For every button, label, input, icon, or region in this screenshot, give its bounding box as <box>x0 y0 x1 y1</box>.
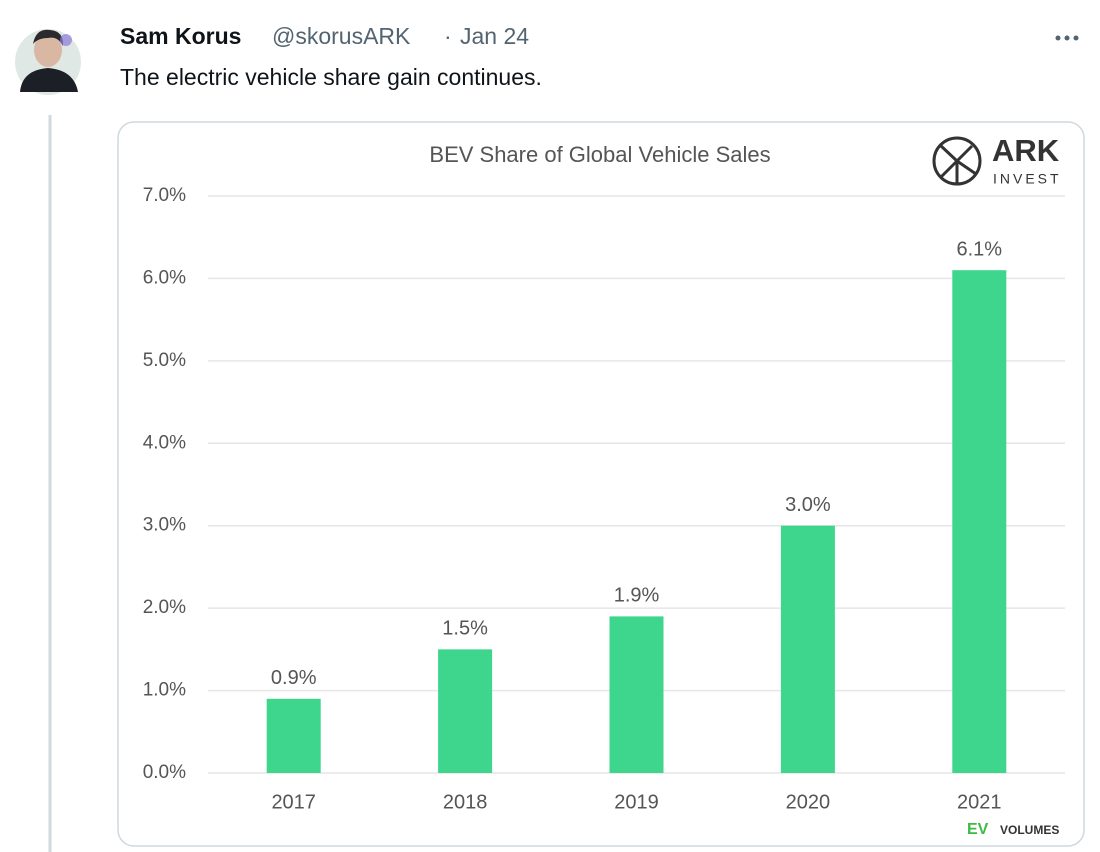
logo-subtext: INVEST <box>993 171 1062 187</box>
y-tick-label: 6.0% <box>143 267 186 288</box>
data-label: 6.1% <box>957 238 1003 260</box>
bar <box>609 616 664 773</box>
data-label: 0.9% <box>271 667 317 689</box>
source-logo: EV <box>967 821 989 838</box>
data-label: 1.5% <box>442 618 488 640</box>
source-logo: VOLUMES <box>1000 823 1059 837</box>
tweet-date[interactable]: Jan 24 <box>460 23 529 49</box>
y-tick-label: 2.0% <box>143 597 186 618</box>
y-tick-label: 3.0% <box>143 515 186 536</box>
logo-text: ARK <box>992 133 1060 168</box>
data-label: 1.9% <box>614 585 660 607</box>
tweet-text: The electric vehicle share gain continue… <box>120 64 542 90</box>
x-tick-label: 2018 <box>443 791 488 813</box>
data-label: 3.0% <box>785 494 831 516</box>
ark-logo <box>932 136 982 186</box>
more-menu[interactable] <box>1055 35 1079 41</box>
x-tick-label: 2019 <box>614 791 659 813</box>
avatar[interactable] <box>15 29 81 95</box>
x-tick-label: 2020 <box>786 791 831 813</box>
bar <box>438 649 493 773</box>
y-tick-label: 4.0% <box>143 432 186 453</box>
x-tick-label: 2021 <box>957 791 1002 813</box>
x-tick-label: 2017 <box>271 791 316 813</box>
y-tick-label: 5.0% <box>143 350 186 371</box>
separator: · <box>444 23 452 49</box>
media-card[interactable] <box>117 121 1085 847</box>
bar <box>266 698 321 773</box>
bar <box>952 270 1007 773</box>
bar <box>780 525 835 773</box>
chart-title: BEV Share of Global Vehicle Sales <box>429 142 770 167</box>
author-name[interactable]: Sam Korus <box>120 23 241 49</box>
author-handle[interactable]: @skorusARK <box>272 23 411 49</box>
y-tick-label: 0.0% <box>143 762 186 783</box>
y-tick-label: 1.0% <box>143 680 186 701</box>
y-tick-label: 7.0% <box>143 185 186 206</box>
